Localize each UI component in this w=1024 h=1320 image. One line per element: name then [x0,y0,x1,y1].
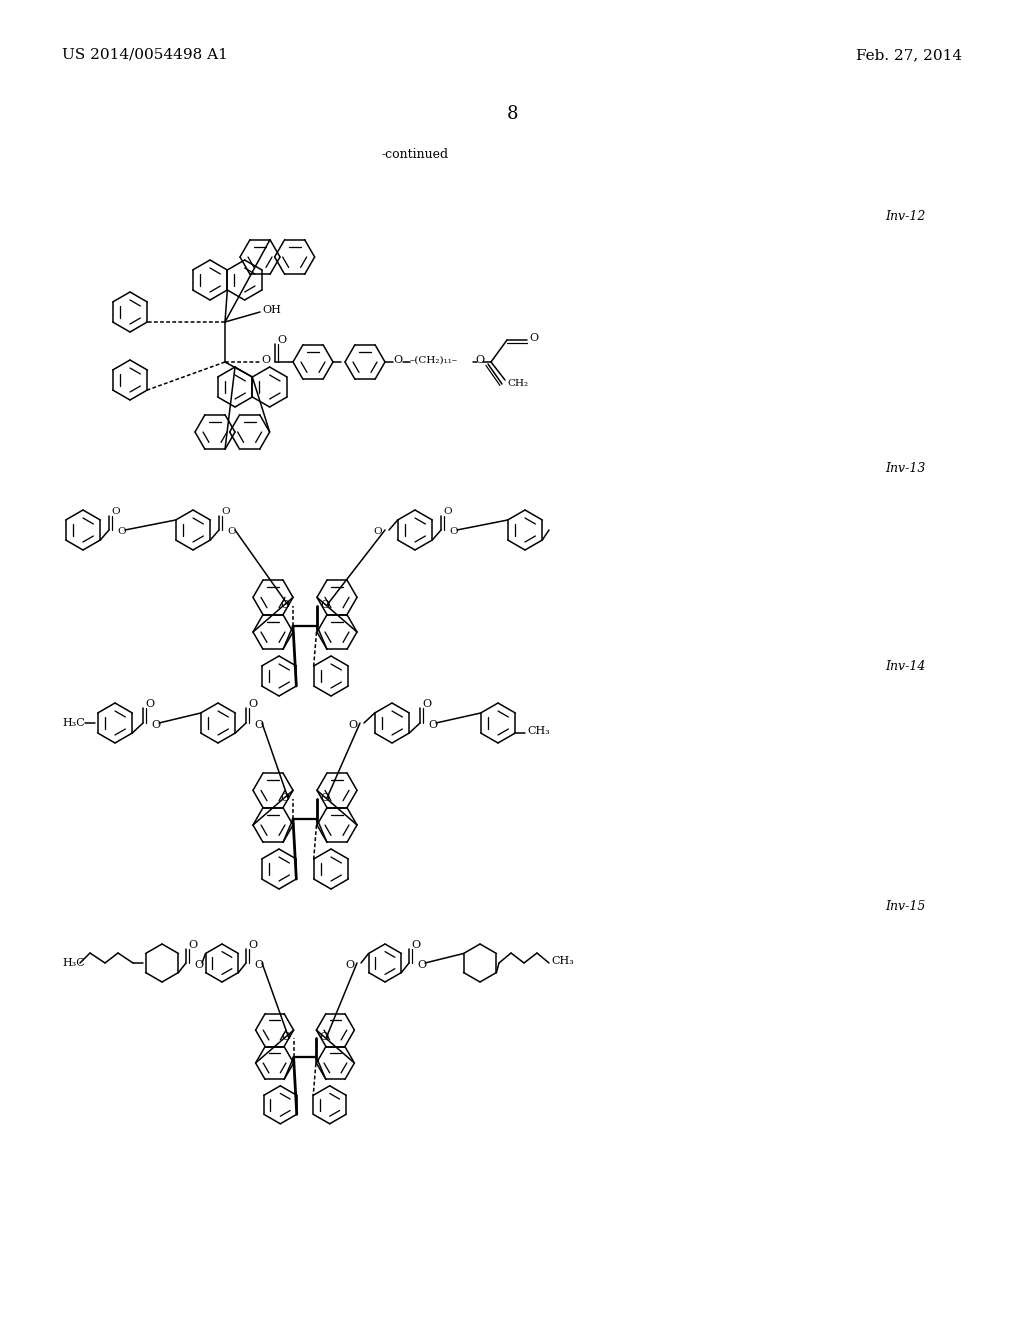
Text: Inv-14: Inv-14 [885,660,926,673]
Text: O: O [281,1032,290,1043]
Text: OH: OH [262,305,281,315]
Text: O: O [529,333,539,343]
Text: O: O [254,719,263,730]
Text: O: O [188,940,198,950]
Text: O: O [345,960,354,970]
Text: Inv-13: Inv-13 [885,462,926,475]
Text: O: O [417,960,426,970]
Text: O: O [261,355,270,366]
Text: O: O [321,793,330,803]
Text: O: O [281,793,290,803]
Text: O: O [145,700,155,709]
Text: O: O [443,507,452,516]
Text: Feb. 27, 2014: Feb. 27, 2014 [856,48,962,62]
Text: O: O [248,940,257,950]
Text: O: O [281,601,290,610]
Text: O: O [278,335,286,345]
Text: O: O [117,528,126,536]
Text: O: O [248,700,257,709]
Text: O: O [227,528,236,536]
Text: O: O [411,940,420,950]
Text: 8: 8 [506,106,518,123]
Text: O: O [373,528,382,536]
Text: H₃C: H₃C [62,958,85,968]
Text: O: O [428,719,437,730]
Text: CH₃: CH₃ [527,726,550,737]
Text: CH₂: CH₂ [507,380,528,388]
Text: O: O [321,601,330,610]
Text: O: O [254,960,263,970]
Text: O: O [422,700,431,709]
Text: O: O [393,355,402,366]
Text: Inv-12: Inv-12 [885,210,926,223]
Text: O: O [194,960,203,970]
Text: Inv-15: Inv-15 [885,900,926,913]
Text: O: O [221,507,229,516]
Text: CH₃: CH₃ [551,956,573,966]
Text: O: O [449,528,458,536]
Text: O: O [319,1032,329,1043]
Text: O: O [475,355,484,366]
Text: H₃C: H₃C [62,718,85,729]
Text: –(CH₂)₁₁–: –(CH₂)₁₁– [410,355,458,364]
Text: O: O [151,719,160,730]
Text: O: O [111,507,120,516]
Text: O: O [348,719,357,730]
Text: -continued: -continued [381,148,449,161]
Text: US 2014/0054498 A1: US 2014/0054498 A1 [62,48,228,62]
